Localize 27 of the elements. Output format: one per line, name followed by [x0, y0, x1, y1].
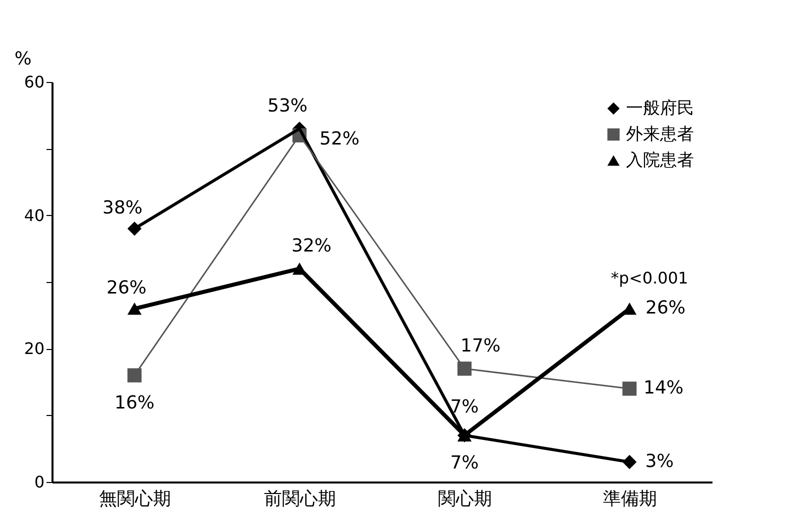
legend-label: 一般府民 — [626, 98, 694, 118]
data-label: 53% — [267, 96, 308, 117]
y-tick-label: 60 — [24, 72, 44, 92]
data-label: 7% — [450, 396, 479, 418]
data-label: 17% — [460, 336, 501, 357]
data-label: 52% — [319, 128, 360, 150]
y-tick-label: 0 — [34, 472, 44, 492]
data-label: 32% — [291, 236, 332, 257]
y-tick-label: 40 — [24, 206, 44, 225]
y-axis-title: % — [14, 48, 32, 70]
data-label: 38% — [102, 198, 143, 219]
data-label: 26% — [645, 298, 686, 319]
x-tick-label: 無関心期 — [99, 488, 171, 510]
data-label: 14% — [643, 378, 684, 399]
x-tick-label: 準備期 — [603, 488, 657, 510]
annotation: *p<0.001 — [610, 268, 688, 288]
x-tick-label: 前関心期 — [264, 488, 336, 510]
data-label: 26% — [106, 278, 147, 299]
data-label: 3% — [645, 451, 674, 472]
point — [622, 382, 637, 396]
point — [127, 368, 142, 382]
legend-label: 外来患者 — [626, 124, 694, 144]
data-label: 16% — [114, 392, 155, 414]
y-tick-label: 20 — [24, 339, 44, 358]
legend-label: 入院患者 — [626, 150, 694, 170]
x-tick-label: 関心期 — [438, 488, 492, 510]
data-label: 7% — [450, 452, 479, 474]
